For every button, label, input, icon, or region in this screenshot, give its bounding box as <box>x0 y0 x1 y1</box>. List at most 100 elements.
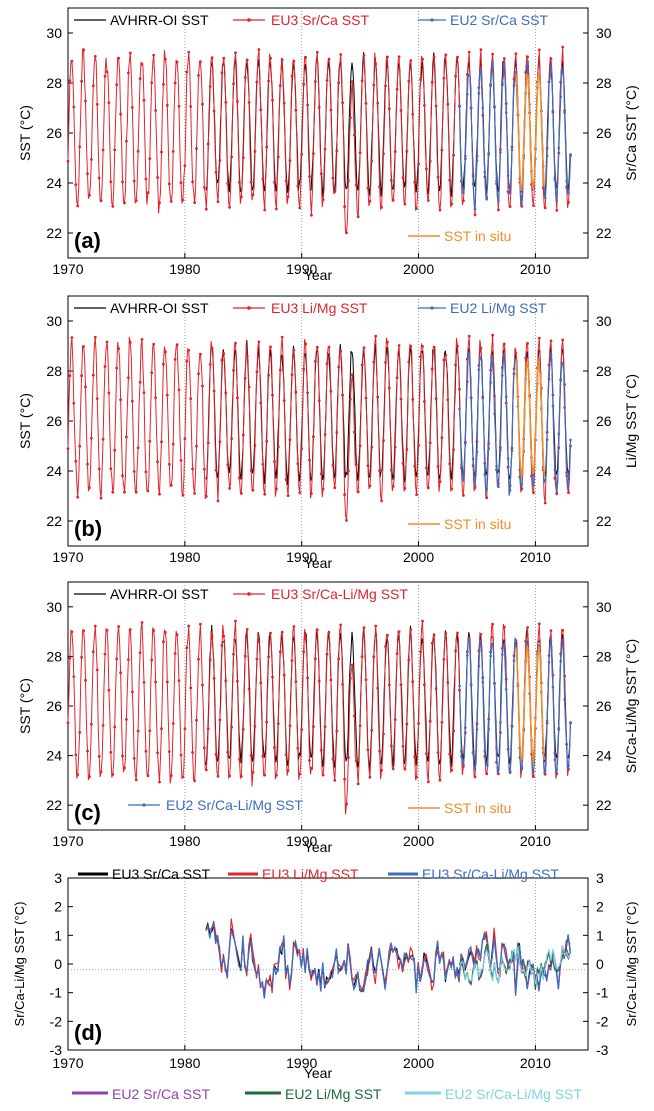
series-eu3-point <box>271 675 274 679</box>
series-eu3-point <box>426 486 430 490</box>
series-eu3-point <box>479 346 483 350</box>
series-eu3-point <box>169 483 173 487</box>
series-eu3-point <box>497 208 500 212</box>
plot-frame <box>67 295 589 547</box>
y2-tick-label: 26 <box>596 125 612 141</box>
series-eu3-point <box>214 468 218 472</box>
series-eu3-point <box>220 358 224 362</box>
series-eu3-point <box>370 728 374 732</box>
series-eu3-point <box>125 718 128 721</box>
series-eu3-point <box>543 206 547 210</box>
y2-tick-label: 30 <box>596 25 612 41</box>
series-eu3-point <box>450 487 454 491</box>
series-eu2-point <box>506 748 510 751</box>
series-eu3-point <box>144 177 148 181</box>
series-eu3-point <box>177 679 181 683</box>
series-eu3-point <box>150 658 154 662</box>
series-eu3-point <box>325 362 329 365</box>
series-eu3-point <box>234 341 237 345</box>
series-eu3-point <box>91 650 95 654</box>
series-eu3-point <box>343 205 346 209</box>
series-eu3-point <box>255 657 259 661</box>
series-eu3-point <box>119 398 122 402</box>
series-eu3-point <box>103 365 107 368</box>
series-eu3-point <box>302 82 306 86</box>
series-eu2-point <box>561 638 564 642</box>
series-eu3-point <box>263 773 267 777</box>
series-eu3-point <box>175 343 179 347</box>
y2-tick-label: 2 <box>596 899 604 915</box>
series-eu3-point <box>99 199 103 203</box>
series-eu3-point <box>255 80 259 84</box>
series-eu3-point <box>230 437 234 440</box>
legend-label-eu3: EU3 Li/Mg SST <box>271 300 368 316</box>
series-eu3-point <box>399 109 403 112</box>
series-eu3-point <box>249 754 253 757</box>
series-eu3-point <box>278 650 282 654</box>
series-eu3-point <box>247 385 251 389</box>
series-eu2-point <box>559 659 562 663</box>
y-tick-label: -2 <box>50 1013 63 1029</box>
series-eu3-point <box>405 150 409 153</box>
series-eu3-point <box>425 752 428 755</box>
series-eu2-point <box>567 192 570 195</box>
series-eu2-point <box>491 364 494 367</box>
series-eu3-point <box>95 102 99 106</box>
series-eu3-point <box>543 772 547 776</box>
series-eu3-point <box>329 108 333 112</box>
series-eu3-point <box>456 344 459 348</box>
series-eu3-point <box>352 714 356 718</box>
series-eu3-point <box>76 495 80 499</box>
series-eu3-point <box>315 50 319 54</box>
series-eu3-point <box>450 202 454 206</box>
y-tick-label: 24 <box>46 463 62 479</box>
series-eu3-point <box>423 683 426 687</box>
series-eu3-point <box>376 395 380 399</box>
series-eu3-point <box>442 76 446 80</box>
series-eu3-point <box>284 179 288 183</box>
series-eu3-point <box>249 469 253 472</box>
series-eu3-point <box>485 772 489 776</box>
series-eu3-point <box>175 633 179 637</box>
series-eu3-point <box>432 633 436 637</box>
series-eu3-point <box>467 334 471 338</box>
series-eu3-point <box>199 352 202 356</box>
series-eu3-point <box>218 159 222 162</box>
series-eu3-point <box>360 655 364 659</box>
series-eu2-point <box>563 111 566 114</box>
series-eu3-point <box>95 397 99 400</box>
series-eu2-point <box>464 726 467 730</box>
x-tick-label: 1970 <box>52 261 83 277</box>
series-eu2-point <box>543 196 547 200</box>
x-tick-label: 2010 <box>520 261 551 277</box>
series-eu3-point <box>167 750 171 753</box>
series-eu3-point <box>401 462 405 465</box>
series-eu3-point <box>286 769 290 772</box>
series-eu3-point <box>304 636 307 640</box>
series-eu2-point <box>499 449 502 452</box>
series-eu3-point <box>109 751 113 754</box>
series-eu3-point <box>103 74 107 78</box>
series-eu2-point <box>543 769 547 772</box>
series-eu3-point <box>333 190 337 194</box>
series-eu3-point <box>179 181 183 185</box>
series-eu3-point <box>526 342 529 345</box>
legend-marker-eu3 <box>247 592 251 596</box>
series-eu3-point <box>393 445 397 449</box>
series-eu3-point <box>234 619 237 623</box>
series-eu3-point <box>156 176 160 179</box>
series-eu3-point <box>167 462 171 466</box>
series-eu3-point <box>158 492 161 496</box>
series-eu3-point <box>370 159 374 163</box>
series-eu3-point <box>389 468 393 472</box>
x-tick-label: 1980 <box>169 833 200 849</box>
series-eu3-point <box>356 782 360 786</box>
series-eu3-point <box>323 725 327 729</box>
series-eu3-point <box>245 354 249 358</box>
series-eu3-point <box>319 472 323 476</box>
series-eu2-point <box>466 654 469 657</box>
series-eu2-point <box>510 148 514 152</box>
series-eu3-point <box>561 338 565 342</box>
series-eu3-point <box>358 151 362 155</box>
series-eu3-point <box>185 646 189 650</box>
